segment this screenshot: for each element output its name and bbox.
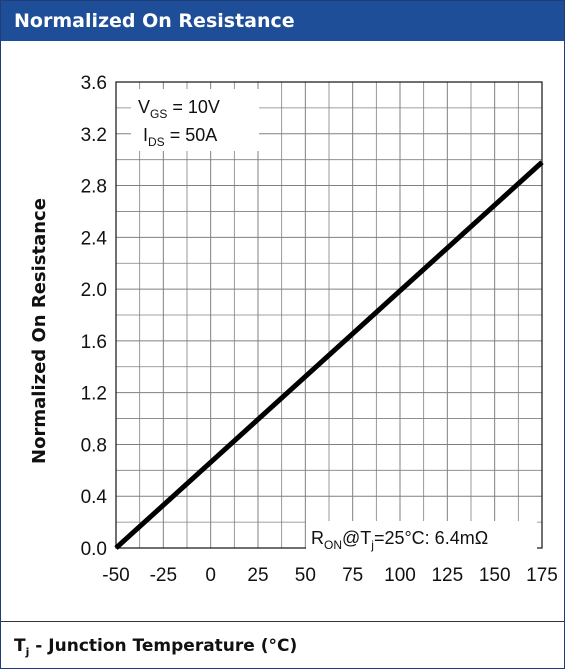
chart-title: Normalized On Resistance [1,1,564,41]
x-tick-label: 100 [384,565,416,586]
x-tick-label: 150 [479,565,511,586]
annotation-box [131,89,259,151]
annotation-ids: IDS = 50A [143,125,217,149]
chart-plot: -50 -25 0 25 50 75 100 125 150 175 0.0 0.4 0.8 1.2 1.… [29,73,558,586]
x-tick-labels: -50 -25 0 25 50 75 100 125 150 175 [102,565,558,586]
annotation-vgs: VGS = 10V [138,97,220,121]
x-axis-label: Tj - Junction Temperature (°C) [14,636,298,659]
x-tick-label: -25 [150,565,177,586]
x-tick-label: 175 [526,565,558,586]
series-line-path [114,160,544,550]
annotation-boxes [131,89,537,554]
y-tick-label: 0.4 [81,487,108,508]
y-tick-label: 3.6 [81,73,107,94]
y-tick-label: 0.8 [81,435,107,456]
x-tick-label: -50 [102,565,129,586]
x-tick-label: 50 [295,565,316,586]
y-tick-label: 1.2 [81,384,107,405]
series-line [114,160,544,550]
annotation-box [306,521,537,554]
y-tick-label: 2.8 [81,177,107,198]
annotation-ron: RON@Tj=25°C: 6.4mΩ [311,528,488,552]
y-tick-label: 2.0 [81,280,107,301]
y-tick-labels: 0.0 0.4 0.8 1.2 1.6 2.0 2.4 2.8 3.2 3.6 [81,73,108,560]
footer-divider [1,621,564,622]
y-tick-label: 1.6 [81,332,107,353]
x-tick-label: 25 [247,565,268,586]
x-tick-label: 75 [342,565,363,586]
x-tick-label: 125 [431,565,463,586]
grid-minor [116,82,542,548]
x-tick-label: 0 [205,565,216,586]
y-axis-label: Normalized On Resistance [29,198,50,464]
y-tick-label: 3.2 [81,125,107,146]
y-tick-label: 0.0 [81,539,107,560]
y-tick-label: 2.4 [81,228,108,249]
